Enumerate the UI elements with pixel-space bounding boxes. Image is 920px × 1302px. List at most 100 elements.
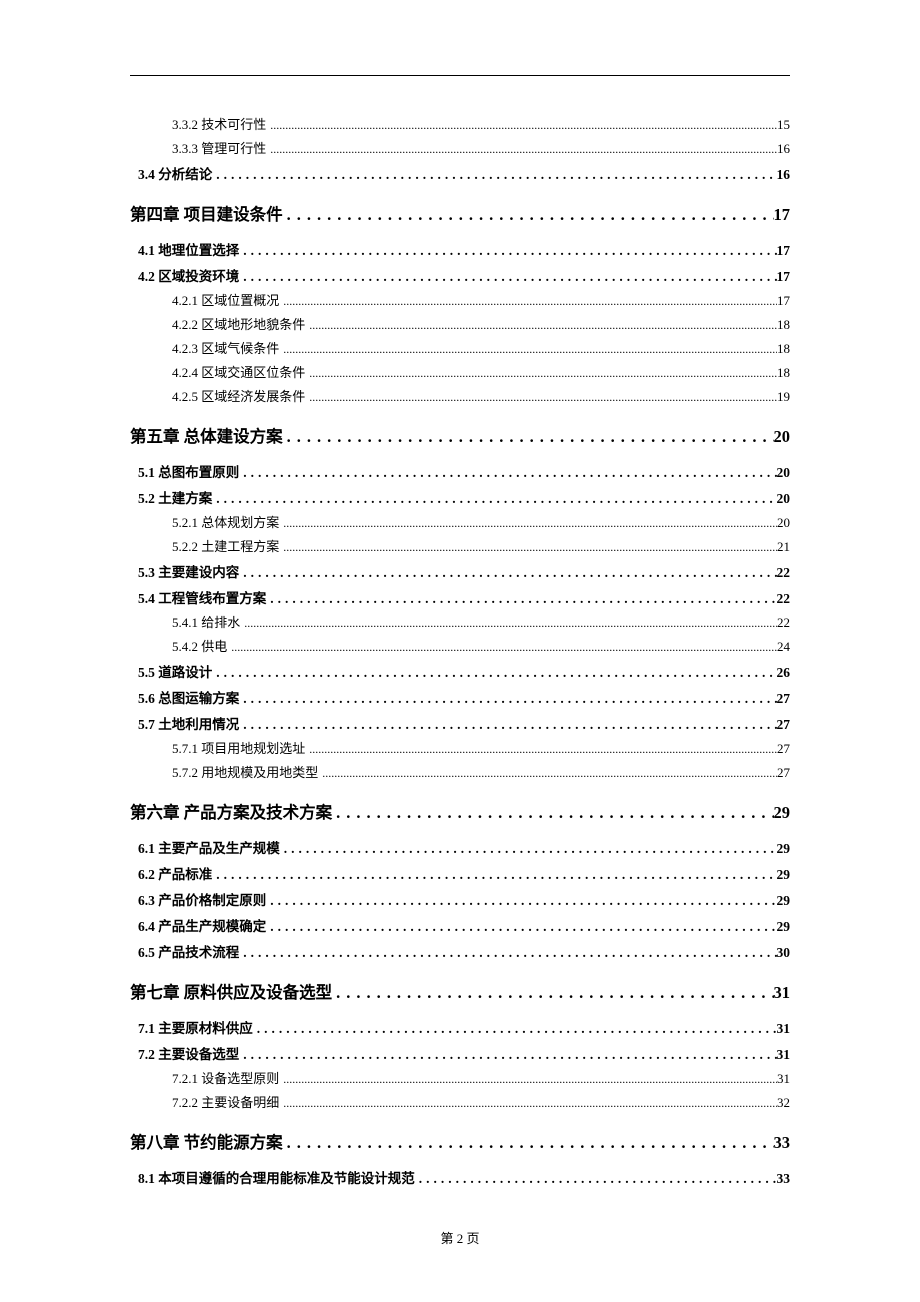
toc-entry-label: 4.2.3 区域气候条件 (172, 338, 279, 357)
toc-entry-page: 19 (777, 389, 790, 405)
toc-dot-leader: ........................................… (239, 691, 776, 707)
toc-entry: 7.2.1 设备选型原则............................… (130, 1068, 790, 1087)
toc-entry: 第四章 项目建设条件..............................… (130, 201, 790, 225)
toc-entry: 第七章 原料供应及设备选型...........................… (130, 979, 790, 1003)
toc-entry: 4.2.4 区域交通区位条件..........................… (130, 362, 790, 381)
toc-dot-leader: ........................................… (212, 665, 776, 681)
toc-entry-page: 31 (777, 1021, 791, 1037)
toc-dot-leader: ........................................… (239, 1047, 776, 1063)
toc-entry: 6.4 产品生产规模确定............................… (130, 915, 790, 935)
toc-entry-label: 6.2 产品标准 (138, 863, 212, 883)
toc-dot-leader: ........................................… (305, 318, 777, 333)
toc-dot-leader: ........................................… (239, 565, 776, 581)
toc-entry-page: 17 (777, 243, 791, 259)
toc-dot-leader: ........................................… (239, 717, 776, 733)
toc-entry-label: 7.2.1 设备选型原则 (172, 1068, 279, 1087)
toc-dot-leader: ........................................… (305, 366, 777, 381)
toc-entry-label: 5.4.1 给排水 (172, 612, 240, 631)
toc-entry-label: 4.2.2 区域地形地貌条件 (172, 314, 305, 333)
toc-dot-leader: ........................................… (332, 803, 773, 823)
toc-entry: 7.2 主要设备选型..............................… (130, 1043, 790, 1063)
page-footer: 第 2 页 (0, 1228, 920, 1247)
toc-entry-page: 18 (777, 341, 790, 357)
toc-entry: 4.2 区域投资环境..............................… (130, 265, 790, 285)
toc-entry: 5.7.1 项目用地规划选址..........................… (130, 738, 790, 757)
toc-entry: 5.4.1 给排水...............................… (130, 612, 790, 631)
toc-entry-page: 20 (777, 515, 790, 531)
toc-entry: 4.2.1 区域位置概况............................… (130, 290, 790, 309)
toc-entry: 5.4.2 供电................................… (130, 636, 790, 655)
toc-entry: 6.2 产品标准................................… (130, 863, 790, 883)
toc-entry-page: 20 (777, 491, 791, 507)
toc-dot-leader: ........................................… (240, 616, 777, 631)
toc-entry-page: 18 (777, 365, 790, 381)
toc-dot-leader: ........................................… (212, 867, 776, 883)
toc-entry-page: 17 (777, 293, 790, 309)
toc-dot-leader: ........................................… (280, 841, 777, 857)
toc-entry-label: 第七章 原料供应及设备选型 (130, 979, 332, 1003)
toc-dot-leader: ........................................… (212, 167, 776, 183)
toc-entry-label: 4.2.1 区域位置概况 (172, 290, 279, 309)
toc-entry-page: 20 (774, 427, 791, 447)
toc-dot-leader: ........................................… (279, 516, 777, 531)
toc-dot-leader: ........................................… (266, 893, 776, 909)
toc-entry: 5.2.2 土建工程方案............................… (130, 536, 790, 555)
toc-entry: 8.1 本项目遵循的合理用能标准及节能设计规范.................… (130, 1167, 790, 1187)
toc-dot-leader: ........................................… (266, 118, 777, 133)
toc-entry: 4.1 地理位置选择..............................… (130, 239, 790, 259)
toc-entry-label: 7.2.2 主要设备明细 (172, 1092, 279, 1111)
table-of-contents: 3.3.2 技术可行性.............................… (130, 114, 790, 1187)
toc-entry: 5.4 工程管线布置方案............................… (130, 587, 790, 607)
toc-entry-label: 6.5 产品技术流程 (138, 941, 239, 961)
toc-dot-leader: ........................................… (279, 342, 777, 357)
toc-entry: 3.4 分析结论................................… (130, 163, 790, 183)
toc-entry-label: 6.1 主要产品及生产规模 (138, 837, 280, 857)
toc-entry: 第五章 总体建设方案..............................… (130, 423, 790, 447)
toc-entry: 4.2.5 区域经济发展条件..........................… (130, 386, 790, 405)
toc-entry-page: 15 (777, 117, 790, 133)
toc-entry-label: 5.5 道路设计 (138, 661, 212, 681)
toc-entry: 7.2.2 主要设备明细............................… (130, 1092, 790, 1111)
toc-entry-page: 31 (777, 1071, 790, 1087)
toc-entry-page: 29 (774, 803, 791, 823)
toc-entry-label: 6.4 产品生产规模确定 (138, 915, 266, 935)
toc-dot-leader: ........................................… (253, 1021, 777, 1037)
toc-entry-page: 29 (777, 919, 791, 935)
toc-dot-leader: ........................................… (266, 591, 776, 607)
toc-entry: 6.5 产品技术流程..............................… (130, 941, 790, 961)
toc-entry-page: 20 (777, 465, 791, 481)
toc-dot-leader: ........................................… (279, 294, 777, 309)
toc-entry: 5.2.1 总体规划方案............................… (130, 512, 790, 531)
toc-dot-leader: ........................................… (415, 1171, 777, 1187)
toc-entry-label: 5.7.1 项目用地规划选址 (172, 738, 305, 757)
toc-dot-leader: ........................................… (318, 766, 777, 781)
toc-entry-label: 6.3 产品价格制定原则 (138, 889, 266, 909)
toc-dot-leader: ........................................… (266, 142, 777, 157)
toc-entry-label: 3.4 分析结论 (138, 163, 212, 183)
toc-entry-page: 29 (777, 893, 791, 909)
toc-entry: 5.7.2 用地规模及用地类型.........................… (130, 762, 790, 781)
toc-dot-leader: ........................................… (239, 465, 776, 481)
toc-entry-page: 27 (777, 741, 790, 757)
toc-dot-leader: ........................................… (212, 491, 776, 507)
toc-dot-leader: ........................................… (305, 742, 777, 757)
toc-dot-leader: ........................................… (279, 540, 777, 555)
toc-entry-label: 4.2 区域投资环境 (138, 265, 239, 285)
toc-entry-page: 26 (777, 665, 791, 681)
toc-dot-leader: ........................................… (283, 1133, 774, 1153)
toc-entry: 5.2 土建方案................................… (130, 487, 790, 507)
toc-entry-label: 3.3.3 管理可行性 (172, 138, 266, 157)
toc-dot-leader: ........................................… (305, 390, 777, 405)
toc-entry-label: 5.4 工程管线布置方案 (138, 587, 266, 607)
toc-entry: 5.1 总图布置原则..............................… (130, 461, 790, 481)
toc-entry-label: 4.1 地理位置选择 (138, 239, 239, 259)
toc-entry-page: 21 (777, 539, 790, 555)
toc-entry: 第六章 产品方案及技术方案...........................… (130, 799, 790, 823)
toc-entry-label: 第五章 总体建设方案 (130, 423, 283, 447)
toc-entry-label: 第八章 节约能源方案 (130, 1129, 283, 1153)
toc-entry-page: 31 (774, 983, 791, 1003)
toc-dot-leader: ........................................… (332, 983, 773, 1003)
toc-dot-leader: ........................................… (283, 205, 774, 225)
toc-entry: 5.6 总图运输方案..............................… (130, 687, 790, 707)
toc-dot-leader: ........................................… (239, 945, 776, 961)
